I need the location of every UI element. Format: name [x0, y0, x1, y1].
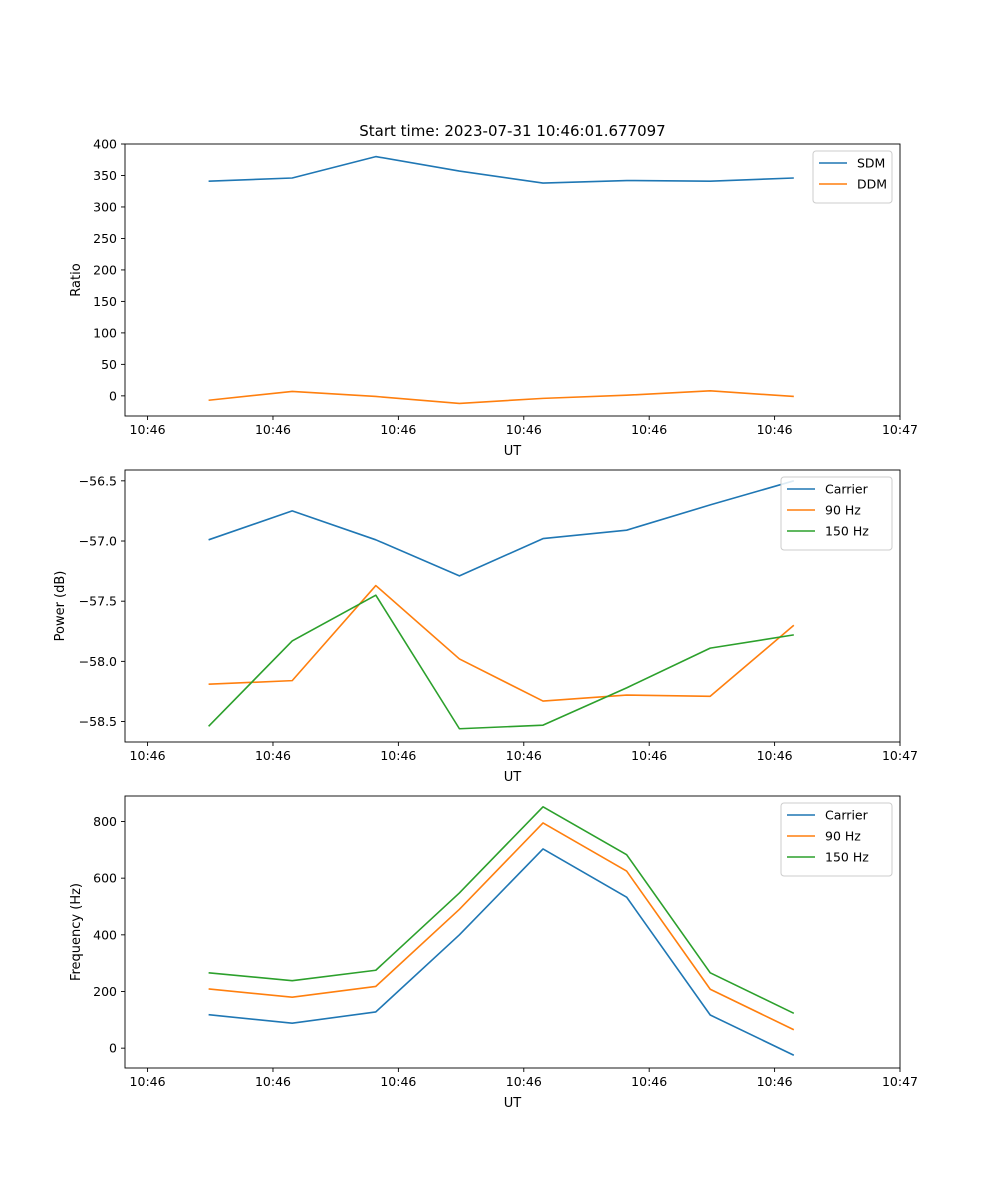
series-line-sdm [208, 155, 794, 184]
x-tick-label: 10:46 [757, 1074, 793, 1089]
series-line-carrier [208, 480, 795, 577]
x-tick-label: 10:46 [380, 748, 416, 763]
series-line-150-hz [208, 594, 794, 730]
axes-frame [124, 795, 901, 1069]
y-tick-label: −56.5 [79, 473, 117, 488]
y-axis-label: Frequency (Hz) [69, 883, 84, 981]
x-tick-label: 10:46 [757, 748, 793, 763]
x-tick-label: 10:46 [380, 1074, 416, 1089]
x-tick-label: 10:46 [506, 1074, 542, 1089]
series-line-ddm [208, 390, 794, 405]
y-tick-label: 350 [93, 168, 117, 183]
y-tick-label: −57.0 [79, 534, 117, 549]
legend: Carrier 90 Hz 150 Hz [780, 802, 893, 877]
x-tick-label: 10:46 [506, 422, 542, 437]
legend-label: Carrier [825, 482, 869, 497]
axes-frame [124, 469, 901, 743]
y-tick-label: 150 [93, 294, 117, 309]
y-axis-label: Power (dB) [53, 571, 68, 642]
series-line-150-hz [208, 805, 795, 1015]
legend: Carrier 90 Hz 150 Hz [780, 476, 893, 551]
legend-label: DDM [857, 177, 887, 192]
y-tick-label: −58.0 [79, 654, 117, 669]
chart-panel-2: 10:46 10:46 10:46 10:46 10:46 10:46 10:47 −58.5… [53, 469, 918, 785]
y-tick-label: 200 [93, 984, 117, 999]
x-tick-label: 10:46 [130, 748, 166, 763]
series-line-90-hz [208, 822, 795, 1031]
x-tick-label: 10:46 [506, 748, 542, 763]
x-tick-label: 10:46 [631, 422, 667, 437]
y-tick-label: 400 [93, 927, 117, 942]
y-tick-label: 0 [109, 388, 117, 403]
chart-panel-3: 10:46 10:46 10:46 10:46 10:46 10:46 10:47 0 200 4… [69, 795, 918, 1111]
legend: SDM DDM [812, 150, 893, 204]
y-tick-label: 0 [109, 1041, 117, 1056]
x-tick-label: 10:46 [380, 422, 416, 437]
legend-label: 90 Hz [825, 503, 861, 518]
x-tick-label: 10:46 [255, 1074, 291, 1089]
series-line-carrier [208, 848, 795, 1056]
series-line-90-hz [208, 584, 795, 702]
y-tick-label: 300 [93, 199, 117, 214]
chart-panel-1: 10:46 10:46 10:46 10:46 10:46 10:46 10:47 0 50 10… [69, 137, 918, 460]
x-tick-label: 10:46 [631, 748, 667, 763]
x-tick-label: 10:46 [130, 1074, 166, 1089]
y-tick-label: 400 [93, 137, 117, 152]
x-tick-label: 10:47 [882, 748, 918, 763]
x-axis-label: UT [504, 444, 522, 459]
y-tick-label: 600 [93, 871, 117, 886]
legend-label: Carrier [825, 808, 869, 823]
x-tick-label: 10:46 [130, 422, 166, 437]
y-axis-label: Ratio [69, 263, 84, 296]
y-tick-label: 800 [93, 814, 117, 829]
legend-label: 150 Hz [825, 850, 869, 865]
y-tick-label: −57.5 [79, 594, 117, 609]
legend-label: SDM [857, 156, 885, 171]
legend-label: 150 Hz [825, 524, 869, 539]
x-tick-label: 10:46 [757, 422, 793, 437]
x-tick-label: 10:46 [255, 422, 291, 437]
x-axis-label: UT [504, 770, 522, 785]
y-tick-label: 200 [93, 262, 117, 277]
x-axis-label: UT [504, 1096, 522, 1111]
legend-label: 90 Hz [825, 829, 861, 844]
x-tick-label: 10:46 [631, 1074, 667, 1089]
y-tick-label: 50 [101, 357, 117, 372]
x-tick-label: 10:47 [882, 1074, 918, 1089]
y-tick-label: −58.5 [79, 714, 117, 729]
x-tick-label: 10:47 [882, 422, 918, 437]
y-tick-label: 100 [93, 325, 117, 340]
legend-box [812, 150, 893, 204]
figure-title: Start time: 2023-07-31 10:46:01.677097 [359, 122, 665, 140]
y-tick-label: 250 [93, 231, 117, 246]
x-tick-label: 10:46 [255, 748, 291, 763]
axes-frame [124, 143, 901, 417]
